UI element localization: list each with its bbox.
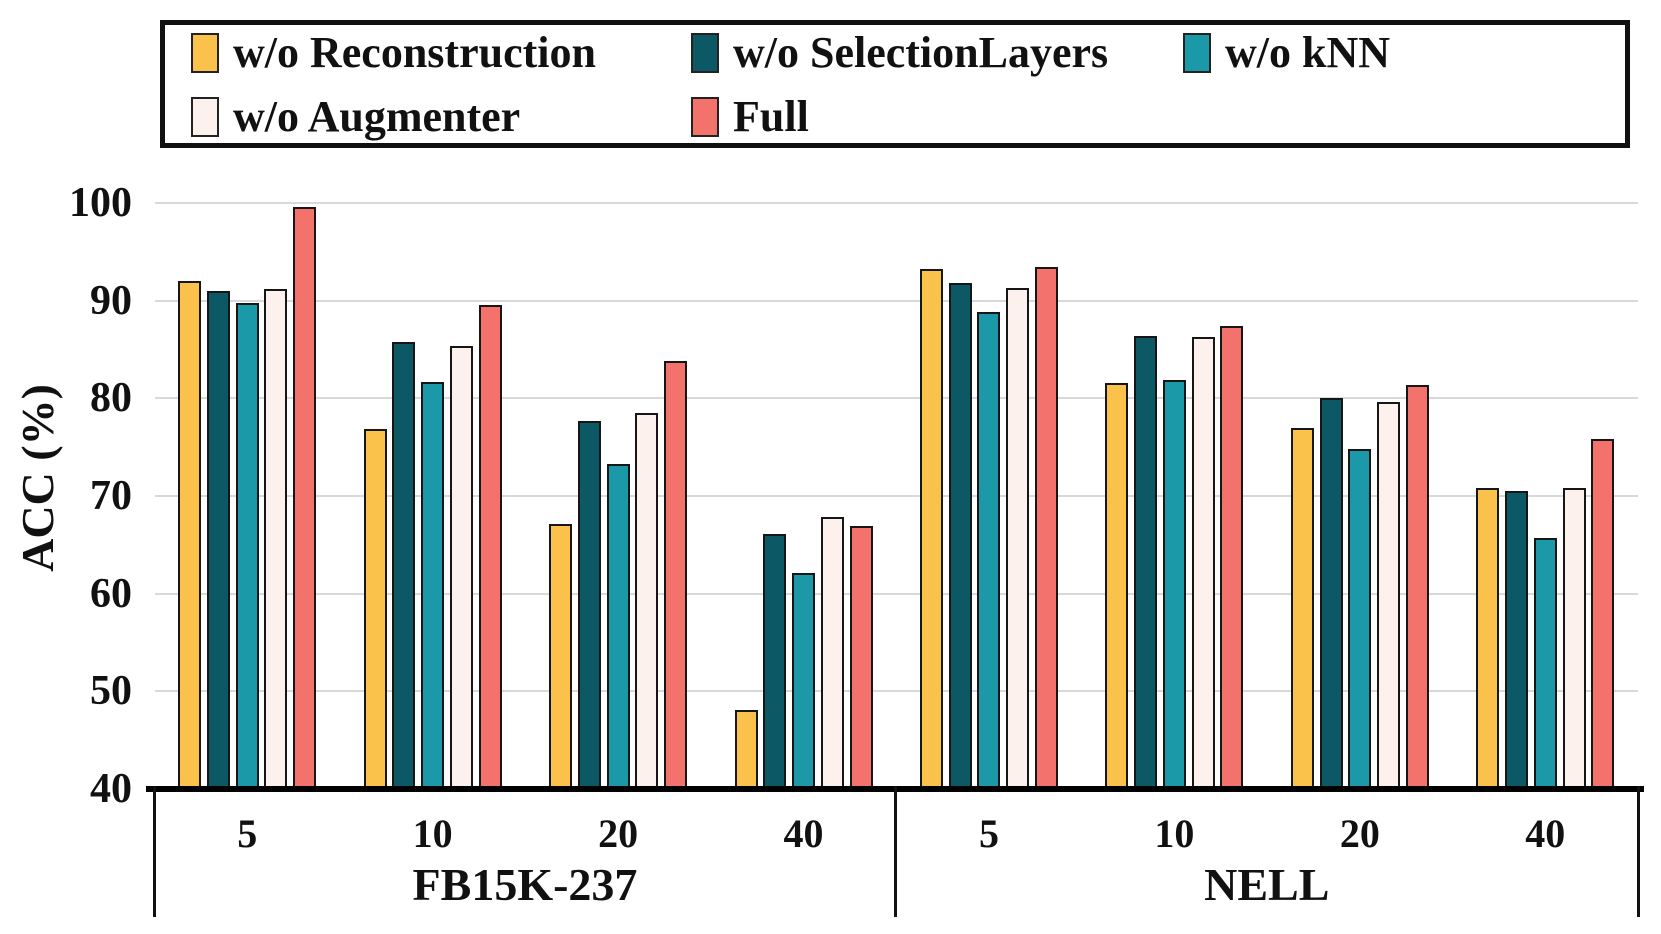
- bar-w-o-augmenter-NELL-40: [1562, 488, 1586, 791]
- shot-label-FB15K-237-5: 5: [237, 811, 258, 856]
- y-tick-label: 60: [90, 570, 132, 617]
- bar-w-o-knn-FB15K-237-5: [235, 303, 259, 791]
- bar-w-o-selectionlayers-FB15K-237-20: [577, 420, 601, 791]
- bar-w-o-selectionlayers-FB15K-237-10: [392, 341, 416, 791]
- bar-full-NELL-10: [1220, 325, 1244, 791]
- bar-w-o-augmenter-FB15K-237-5: [264, 288, 288, 791]
- bar-w-o-selectionlayers-NELL-20: [1319, 398, 1343, 791]
- bar-w-o-reconstruction-FB15K-237-5: [178, 280, 202, 791]
- gridline-80: [154, 397, 1638, 400]
- bar-full-FB15K-237-5: [293, 206, 317, 791]
- bar-w-o-reconstruction-FB15K-237-40: [734, 709, 758, 791]
- bar-w-o-knn-FB15K-237-20: [606, 463, 630, 791]
- bar-full-NELL-40: [1591, 439, 1615, 791]
- bar-w-o-reconstruction-NELL-10: [1105, 382, 1129, 791]
- legend-item-label: Full: [733, 92, 809, 141]
- legend-item-label: w/o Augmenter: [233, 92, 521, 141]
- legend-item-label: w/o SelectionLayers: [733, 28, 1109, 77]
- gridline-60: [154, 592, 1638, 595]
- x-axis-frame-line-1: [894, 786, 897, 917]
- dataset-label-NELL: NELL: [1204, 859, 1330, 910]
- dataset-label-FB15K-237: FB15K-237: [412, 859, 638, 910]
- bar-w-o-knn-NELL-5: [977, 312, 1001, 791]
- y-tick-label: 100: [69, 179, 132, 226]
- bar-w-o-augmenter-NELL-20: [1377, 402, 1401, 791]
- bar-full-NELL-20: [1405, 384, 1429, 791]
- gridline-50: [154, 690, 1638, 693]
- legend-swatch-icon: [691, 97, 719, 137]
- bar-w-o-augmenter-NELL-5: [1006, 287, 1030, 791]
- shot-label-NELL-20: 20: [1339, 811, 1380, 856]
- gridline-90: [154, 299, 1638, 302]
- shot-label-FB15K-237-10: 10: [412, 811, 453, 856]
- bar-w-o-selectionlayers-NELL-40: [1505, 491, 1529, 791]
- bar-w-o-augmenter-FB15K-237-20: [635, 412, 659, 791]
- bar-w-o-reconstruction-NELL-5: [919, 269, 943, 791]
- bar-w-o-selectionlayers-FB15K-237-5: [206, 290, 230, 791]
- legend-item-w-o-reconstruction: w/o Reconstruction: [191, 27, 596, 79]
- y-tick-label: 90: [90, 277, 132, 324]
- bar-w-o-reconstruction-FB15K-237-20: [549, 524, 573, 791]
- gridline-100: [154, 201, 1638, 204]
- shot-label-NELL-40: 40: [1525, 811, 1566, 856]
- bar-w-o-augmenter-FB15K-237-40: [820, 517, 844, 791]
- bar-w-o-augmenter-NELL-10: [1191, 336, 1215, 791]
- y-tick-label: 80: [90, 375, 132, 422]
- bar-w-o-knn-FB15K-237-40: [792, 573, 816, 791]
- bar-w-o-selectionlayers-FB15K-237-40: [763, 534, 787, 791]
- bar-full-NELL-5: [1034, 267, 1058, 791]
- legend-item-full: Full: [691, 91, 809, 143]
- legend-swatch-icon: [191, 97, 219, 137]
- bar-w-o-knn-NELL-20: [1348, 449, 1372, 791]
- x-axis-frame-line-0: [153, 786, 156, 917]
- bar-full-FB15K-237-20: [664, 361, 688, 791]
- legend-swatch-icon: [1183, 33, 1211, 73]
- gridline-70: [154, 494, 1638, 497]
- legend-swatch-icon: [691, 33, 719, 73]
- bar-w-o-selectionlayers-NELL-5: [948, 282, 972, 791]
- legend-item-w-o-augmenter: w/o Augmenter: [191, 91, 520, 143]
- bar-w-o-augmenter-FB15K-237-10: [449, 346, 473, 791]
- legend-item-w-o-selectionlayers: w/o SelectionLayers: [691, 27, 1108, 79]
- shot-label-NELL-10: 10: [1154, 811, 1195, 856]
- bar-w-o-reconstruction-NELL-40: [1476, 488, 1500, 791]
- bar-w-o-knn-NELL-40: [1533, 537, 1557, 791]
- y-tick-label: 70: [90, 472, 132, 519]
- legend-box: w/o Reconstruction w/o SelectionLayers w/o…: [160, 20, 1630, 148]
- legend-item-label: w/o kNN: [1225, 28, 1391, 77]
- bar-w-o-knn-NELL-10: [1162, 379, 1186, 791]
- legend-item-w-o-knn: w/o kNN: [1183, 27, 1390, 79]
- shot-label-FB15K-237-40: 40: [783, 811, 824, 856]
- shot-label-NELL-5: 5: [978, 811, 999, 856]
- y-tick-label: 50: [90, 668, 132, 715]
- y-tick-label: 40: [90, 766, 132, 812]
- shot-label-FB15K-237-20: 20: [598, 811, 639, 856]
- bar-full-FB15K-237-40: [849, 526, 873, 791]
- legend-item-label: w/o Reconstruction: [233, 28, 596, 77]
- legend-swatch-icon: [191, 33, 219, 73]
- bar-full-FB15K-237-10: [478, 305, 502, 791]
- x-axis-frame-line-2: [1636, 786, 1640, 917]
- bar-w-o-knn-FB15K-237-10: [421, 381, 445, 791]
- bar-w-o-selectionlayers-NELL-10: [1134, 335, 1158, 791]
- bar-w-o-reconstruction-FB15K-237-10: [363, 429, 387, 791]
- bar-w-o-reconstruction-NELL-20: [1290, 427, 1314, 791]
